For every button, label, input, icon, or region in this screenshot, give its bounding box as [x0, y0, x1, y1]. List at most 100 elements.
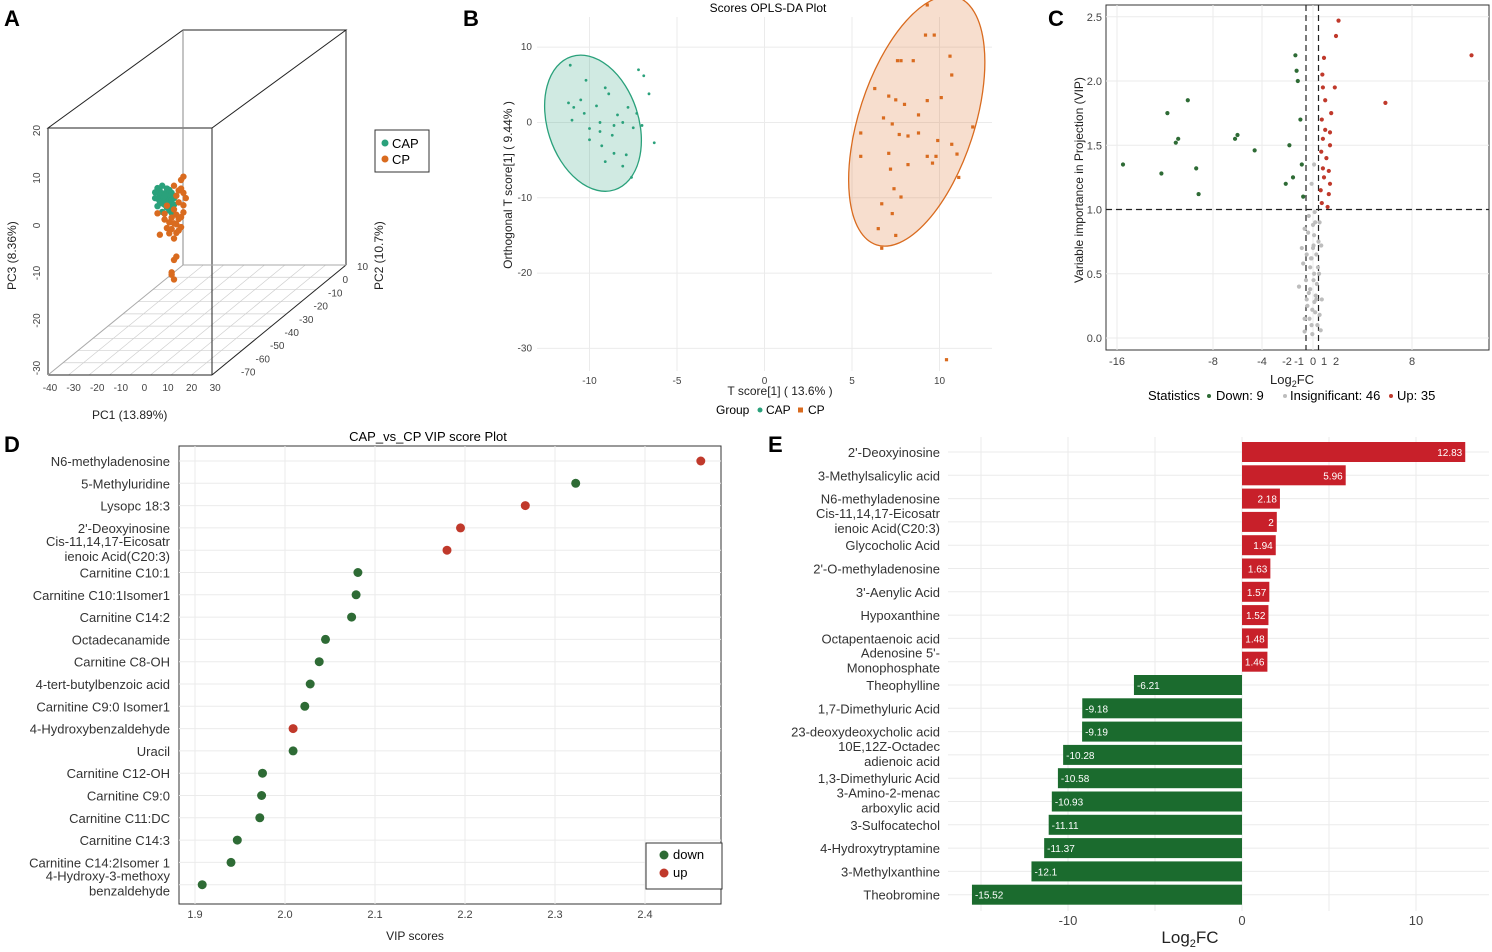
vip-x-tick: 2.1 — [367, 909, 382, 921]
volcano-point-insignificant — [1309, 181, 1314, 186]
volcano-point-down — [1165, 111, 1170, 116]
opls-title: Scores OPLS-DA Plot — [710, 1, 827, 15]
log2fc-value-label: -15.52 — [975, 891, 1004, 902]
volcano-point-insignificant — [1306, 213, 1311, 219]
volcano-point-up — [1383, 100, 1388, 105]
opls-point-cap — [612, 124, 616, 127]
vip-point-down — [226, 857, 236, 867]
opls-point-cap — [612, 151, 616, 155]
panel-label-d: D — [4, 432, 20, 457]
pca-point-cap — [170, 201, 178, 208]
volcano-x-tick: -4 — [1257, 356, 1267, 368]
volcano-point-up — [1325, 204, 1330, 210]
volcano-point-insignificant — [1301, 261, 1306, 266]
opls-point-cp — [890, 211, 894, 216]
legend-down-marker — [1207, 394, 1211, 398]
opls-y-tick: -30 — [518, 343, 533, 354]
pca-point-cp — [161, 216, 168, 223]
vip-legend-up-marker — [659, 868, 669, 878]
volcano-x-tick: -16 — [1109, 356, 1125, 368]
floor-grid — [63, 264, 332, 376]
volcano-x-tick: -2 — [1282, 356, 1292, 368]
volcano-point-insignificant — [1309, 323, 1314, 328]
opls-point-cap — [603, 86, 607, 90]
vip-point-down — [305, 679, 315, 689]
volcano-x-label: Log2FC — [1270, 372, 1314, 389]
vip-category-label: Carnitine C14:3 — [80, 833, 170, 848]
opls-point-cap — [652, 141, 656, 145]
opls-legend-title: Group — [716, 403, 750, 417]
volcano-point-insignificant — [1313, 293, 1318, 298]
pca-point-cp — [156, 231, 164, 238]
pca-points — [151, 173, 189, 283]
volcano-point-insignificant — [1299, 245, 1304, 251]
opls-point-cp — [934, 154, 938, 158]
pca-z-tick: 0 — [343, 275, 349, 286]
vip-category-label: Carnitine C14:2Isomer 1 — [29, 855, 170, 870]
opls-point-cp — [932, 33, 936, 37]
opls-point-cap — [635, 112, 639, 115]
log2fc-bar — [1063, 744, 1242, 765]
volcano-point-down — [1194, 166, 1199, 171]
log2fc-bar — [1242, 558, 1271, 579]
floor-grid-line — [88, 264, 224, 376]
log2fc-bar — [1048, 814, 1242, 835]
vip-category-label: Carnitine C10:1Isomer1 — [33, 588, 170, 603]
opls-x-tick: 10 — [934, 376, 946, 387]
volcano-point-down — [1232, 136, 1238, 141]
vip-category-label: 2'-Deoxyinosine — [78, 521, 170, 536]
floor-grid-line — [170, 264, 306, 376]
opls-point-cp — [892, 187, 896, 191]
volcano-point-insignificant — [1307, 316, 1312, 321]
volcano-point-down — [1295, 78, 1300, 84]
opls-point-cp — [876, 227, 880, 231]
volcano-point-insignificant — [1306, 230, 1311, 235]
vip-category-label: Lysopc 18:3 — [100, 499, 170, 514]
volcano-point-insignificant — [1310, 222, 1316, 228]
cube-frame — [46, 29, 348, 376]
pca-z-tick: -60 — [256, 354, 271, 365]
log2fc-value-label: -10.28 — [1066, 751, 1095, 762]
volcano-point-insignificant — [1308, 287, 1313, 292]
pca-point-cp — [180, 202, 187, 209]
volcano-point-up — [1327, 143, 1333, 148]
vip-legend: down up — [645, 842, 723, 890]
volcano-point-down — [1185, 98, 1190, 103]
volcano-panel: -16 -8 -4 -2 -1 0 1 2 8 0.0 0.5 1.0 1.5 2.0 2.5 Log2FC… — [1072, 4, 1490, 403]
opls-legend-cp: CP — [808, 403, 825, 417]
log2fc-value-label: -9.18 — [1085, 704, 1108, 715]
opls-point-cap — [610, 133, 614, 137]
vip-point-down — [347, 612, 357, 622]
log2fc-value-label: -11.37 — [1047, 844, 1075, 855]
vip-category-label: 4-Hydroxybenzaldehyde — [30, 722, 170, 737]
opls-point-cp — [887, 151, 891, 155]
opls-x-tick: 5 — [849, 376, 855, 387]
volcano-point-insignificant — [1312, 233, 1317, 238]
log2fc-bar — [1051, 791, 1242, 812]
vip-category-label: Carnitine C9:0 — [87, 789, 170, 804]
opls-x-tick: 0 — [762, 376, 768, 387]
vip-x-label: VIP scores — [386, 929, 444, 943]
opls-ellipses — [543, 0, 986, 247]
pca-y-tick: -20 — [32, 313, 43, 328]
log2fc-category-label: 3-Methylsalicylic acid — [818, 468, 940, 483]
vip-point-up — [442, 545, 452, 555]
opls-point-cap — [572, 105, 576, 109]
log2fc-value-label: -9.19 — [1085, 728, 1108, 739]
vip-category-label: Cis-11,14,17-Eicosatr — [46, 534, 171, 549]
pca-point-cap — [168, 189, 175, 197]
volcano-point-up — [1327, 130, 1333, 135]
opls-y-tick: -10 — [518, 193, 533, 204]
opls-point-cap — [595, 104, 598, 108]
pca-z-tick: -30 — [299, 315, 314, 326]
pca-z-tick: 10 — [357, 262, 369, 273]
log2fc-category-label: 3-Methylxanthine — [841, 864, 940, 879]
pca-point-cp — [177, 176, 185, 184]
volcano-point-up — [1333, 33, 1339, 39]
opls-point-cp — [888, 167, 893, 171]
volcano-legend: Statistics Down: 9 Insignificant: 46 Up:… — [1148, 388, 1435, 403]
vip-points — [197, 456, 706, 890]
log2fc-bar — [1082, 698, 1242, 719]
volcano-point-up — [1319, 149, 1324, 154]
volcano-point-down — [1120, 162, 1126, 167]
